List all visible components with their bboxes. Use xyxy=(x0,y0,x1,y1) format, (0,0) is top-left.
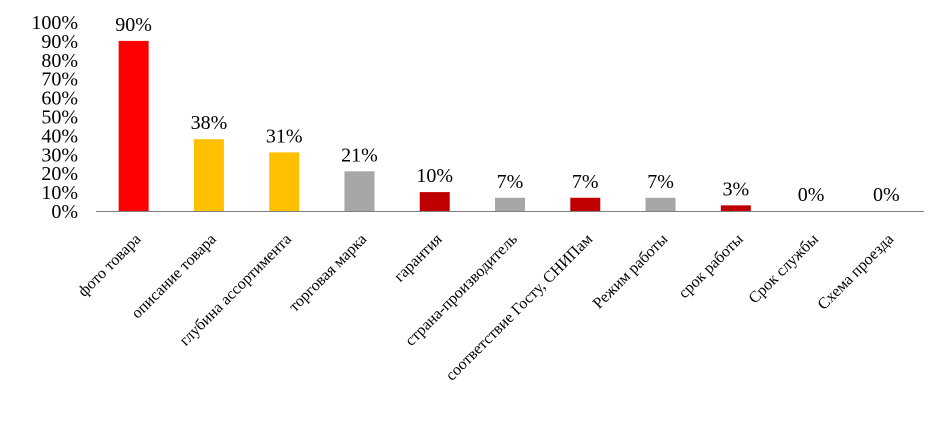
y-tick-label: 30% xyxy=(41,144,78,166)
data-label: 31% xyxy=(266,125,303,147)
x-tick-label: гарантия xyxy=(391,230,446,285)
x-tick-label: Схема проезда xyxy=(815,231,898,314)
x-tick-label: Режим работы xyxy=(590,231,672,313)
y-tick-label: 70% xyxy=(41,69,78,91)
y-tick-label: 20% xyxy=(41,163,78,185)
data-label: 90% xyxy=(115,14,152,36)
y-tick-label: 100% xyxy=(31,12,78,34)
y-tick-label: 90% xyxy=(41,31,78,53)
bar xyxy=(645,197,676,211)
y-tick-label: 40% xyxy=(41,125,78,147)
bar xyxy=(118,40,149,212)
y-axis: 0%10%20%30%40%50%60%70%80%90%100% xyxy=(31,12,78,223)
x-tick-label: соответствие Госту, СНИПам xyxy=(443,231,596,384)
data-label: 21% xyxy=(341,144,378,166)
y-tick-label: 80% xyxy=(41,50,78,72)
data-label: 7% xyxy=(572,171,599,193)
y-tick-label: 10% xyxy=(41,182,78,204)
bar xyxy=(344,171,375,211)
bar xyxy=(495,197,525,211)
x-tick-label: Срок службы xyxy=(746,231,823,308)
data-label: 0% xyxy=(798,184,825,206)
y-tick-label: 0% xyxy=(51,201,78,223)
x-tick-label: срок работы xyxy=(675,231,746,302)
data-label: 0% xyxy=(873,184,900,206)
y-tick-label: 60% xyxy=(41,88,78,110)
data-label: 38% xyxy=(191,112,228,134)
bar xyxy=(269,152,300,211)
data-label: 7% xyxy=(497,171,524,193)
x-tick-label: фото товара xyxy=(75,231,144,300)
data-labels: 90% 38% 31% 21% 10% 7% 7% 7% 3% 0% 0% xyxy=(115,14,899,206)
data-label: 3% xyxy=(722,178,749,200)
bar xyxy=(419,192,450,211)
y-tick-label: 50% xyxy=(41,107,78,129)
bar xyxy=(570,197,601,211)
bar xyxy=(193,139,224,211)
data-label: 7% xyxy=(647,171,674,193)
bars xyxy=(118,40,751,212)
bar xyxy=(720,205,751,211)
x-tick-label: торговая марка xyxy=(286,231,370,315)
data-label: 10% xyxy=(416,165,453,187)
